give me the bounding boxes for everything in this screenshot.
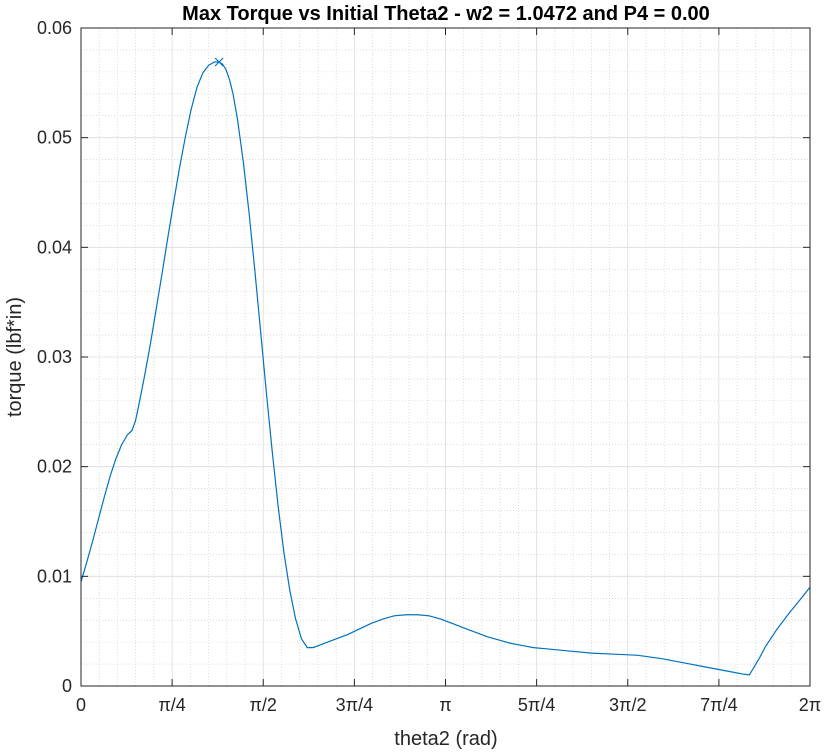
x-tick-labels: 0 π/4 π/2 3π/4 π 5π/4 3π/2 7π/4 2π — [76, 695, 821, 715]
torque-series-line — [80, 61, 811, 676]
x-tick-label: 2π — [799, 695, 821, 715]
x-tick-label: 3π/4 — [336, 695, 373, 715]
x-tick-label: 3π/2 — [609, 695, 646, 715]
marker-stroke-b — [214, 57, 224, 67]
y-tick-label: 0.03 — [37, 347, 72, 367]
y-tick-label: 0.01 — [37, 566, 72, 586]
y-tick-label: 0.02 — [37, 457, 72, 477]
y-tick-label: 0.05 — [37, 128, 72, 148]
chart-title: Max Torque vs Initial Theta2 - w2 = 1.04… — [182, 3, 710, 25]
x-axis-label: theta2 (rad) — [394, 728, 497, 750]
x-tick-label: π/4 — [158, 695, 185, 715]
y-tick-label: 0.06 — [37, 18, 72, 38]
axis-ticks — [80, 27, 811, 687]
x-tick-label: 0 — [76, 695, 86, 715]
x-tick-label: π — [439, 695, 451, 715]
y-tick-labels: 0 0.01 0.02 0.03 0.04 0.05 0.06 — [37, 18, 72, 696]
y-axis-label: torque (lbf*in) — [4, 297, 26, 417]
x-tick-label: 5π/4 — [518, 695, 555, 715]
max-torque-marker — [214, 57, 224, 67]
x-tick-label: π/2 — [250, 695, 277, 715]
y-tick-label: 0 — [62, 676, 72, 696]
y-tick-label: 0.04 — [37, 237, 72, 257]
x-tick-label: 7π/4 — [700, 695, 737, 715]
